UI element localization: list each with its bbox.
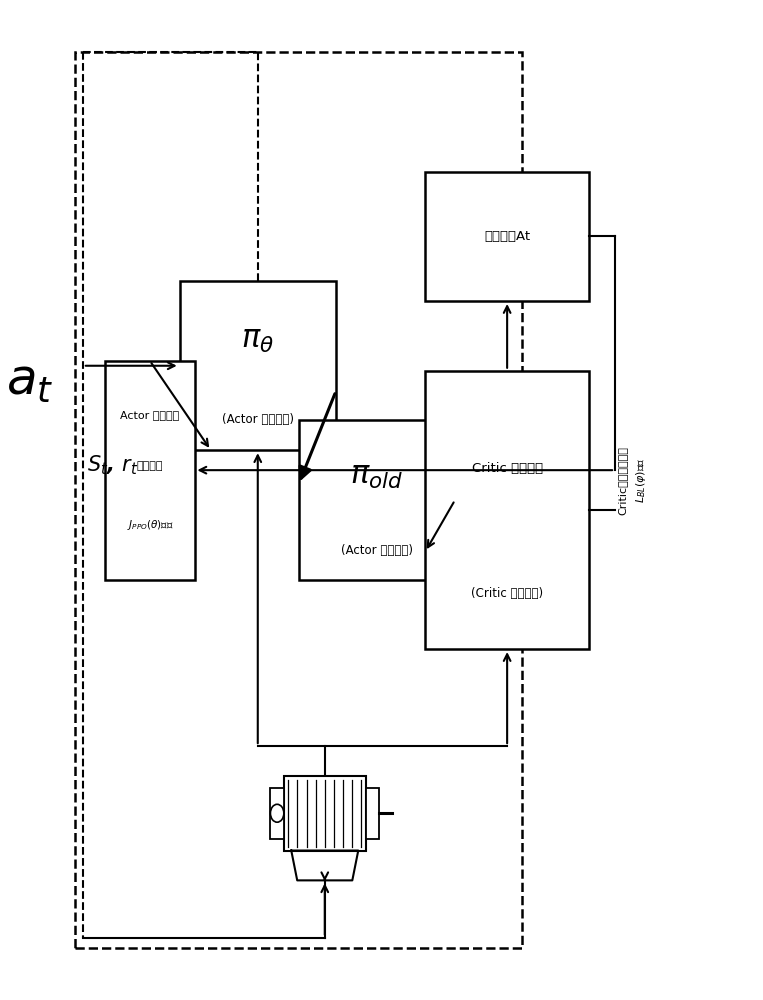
FancyBboxPatch shape bbox=[298, 420, 455, 580]
FancyBboxPatch shape bbox=[284, 776, 365, 851]
Text: $L_{BL}(\varphi)$更新: $L_{BL}(\varphi)$更新 bbox=[634, 457, 648, 503]
Text: (Actor 神经网络): (Actor 神经网络) bbox=[222, 413, 294, 426]
Text: Critic 神经网络: Critic 神经网络 bbox=[472, 462, 542, 475]
FancyBboxPatch shape bbox=[270, 788, 284, 839]
Text: (Actor 神经网络): (Actor 神经网络) bbox=[341, 544, 413, 557]
FancyBboxPatch shape bbox=[425, 371, 589, 649]
Text: $S_t$, $r_t$: $S_t$, $r_t$ bbox=[86, 453, 138, 477]
Text: Critic神经网络参数: Critic神经网络参数 bbox=[617, 446, 627, 515]
FancyBboxPatch shape bbox=[179, 281, 336, 450]
Text: $\pi_{old}$: $\pi_{old}$ bbox=[350, 462, 404, 491]
Text: (Critic 神经网络): (Critic 神经网络) bbox=[471, 587, 543, 600]
Text: 优势函数At: 优势函数At bbox=[484, 230, 530, 243]
FancyBboxPatch shape bbox=[365, 788, 379, 839]
Text: 策略梯度: 策略梯度 bbox=[137, 461, 163, 471]
Text: $J_{PPO}(\theta)$更新: $J_{PPO}(\theta)$更新 bbox=[127, 518, 173, 532]
Text: $a_t$: $a_t$ bbox=[5, 357, 53, 405]
FancyBboxPatch shape bbox=[105, 361, 195, 580]
FancyBboxPatch shape bbox=[425, 172, 589, 301]
Text: Actor 神经网络: Actor 神经网络 bbox=[121, 410, 179, 420]
Text: $\pi_{\theta}$: $\pi_{\theta}$ bbox=[241, 326, 274, 355]
